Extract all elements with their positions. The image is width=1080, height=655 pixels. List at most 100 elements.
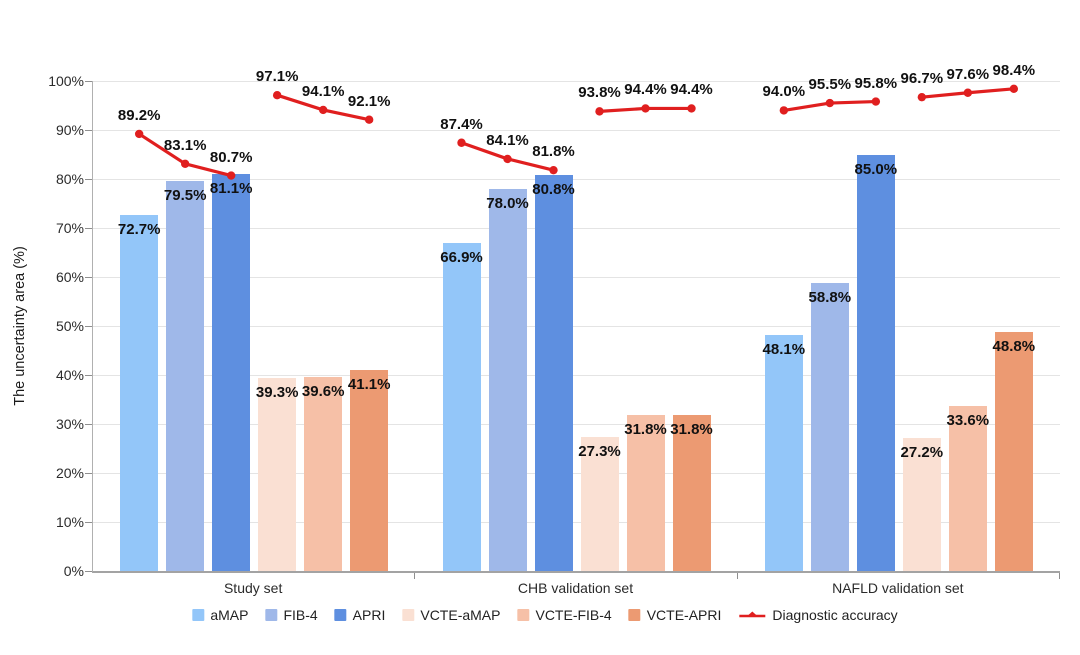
gridline [93, 326, 1060, 327]
diagnostic-accuracy-marker [364, 115, 374, 124]
x-category-label: CHB validation set [517, 580, 634, 596]
legend-item-apri: APRI [334, 607, 386, 623]
y-tick-label: 10% [55, 514, 84, 530]
legend-swatch [402, 609, 415, 621]
bar-value-label: 33.6% [946, 412, 990, 430]
legend-label: APRI [352, 607, 386, 623]
bar-value-label: 39.3% [255, 384, 299, 402]
bar-value-label: 31.8% [670, 421, 713, 439]
bar-value-label: 85.0% [854, 160, 898, 178]
line-marker-icon [739, 611, 766, 618]
line-value-label: 98.4% [992, 61, 1036, 79]
y-tick-mark [85, 81, 92, 82]
line-value-label: 97.1% [255, 68, 299, 86]
bar-apri [856, 154, 895, 571]
y-tick-mark [85, 326, 92, 327]
bar-vcte-apri [350, 369, 389, 571]
y-tick-label: 60% [55, 269, 84, 285]
diagnostic-accuracy-marker [457, 138, 466, 147]
gridline [93, 375, 1060, 376]
line-value-label: 94.1% [301, 82, 345, 100]
diagnostic-accuracy-marker [226, 171, 236, 180]
bar-value-label: 27.2% [900, 443, 944, 461]
diagnostic-accuracy-marker [871, 97, 881, 106]
y-tick-mark [85, 473, 92, 474]
bar-value-label: 79.5% [163, 187, 207, 205]
line-value-label: 94.4% [624, 81, 667, 99]
y-tick-label: 100% [48, 73, 84, 89]
line-value-label: 95.8% [854, 74, 898, 92]
bar-fib-4 [166, 181, 205, 571]
y-tick-mark [85, 424, 92, 425]
y-tick-label: 50% [55, 318, 84, 334]
line-value-label: 92.1% [347, 92, 391, 110]
plot-area: 72.7% 79.5% 81.1% 39.3% 39.6% 41.1% 66.9% 78.0%… [92, 62, 1060, 573]
gridline [93, 424, 1060, 425]
line-value-label: 97.6% [946, 65, 990, 83]
x-tick-mark [736, 573, 738, 579]
bar-apri [534, 175, 573, 571]
legend-item-amap: aMAP [192, 607, 248, 623]
gridline [93, 522, 1060, 523]
bar-amap [442, 243, 481, 571]
gridline [93, 179, 1060, 180]
line-value-label: 95.5% [808, 76, 852, 94]
bar-fib-4 [488, 188, 527, 571]
diagnostic-accuracy-marker [1009, 84, 1019, 94]
diagnostic-accuracy-marker [963, 88, 973, 97]
legend-label: VCTE-APRI [646, 607, 722, 623]
bar-value-label: 66.9% [440, 249, 483, 267]
legend-swatch [628, 609, 641, 621]
legend-label: aMAP [210, 607, 249, 623]
line-value-label: 94.4% [670, 81, 713, 99]
accuracy-line-layer [134, 84, 1019, 180]
y-tick-mark [85, 375, 92, 376]
bar-vcte-amap [902, 437, 941, 571]
y-tick-mark [85, 571, 92, 572]
diagnostic-accuracy-marker [917, 92, 927, 102]
y-axis-title: The uncertainty area (%) [12, 246, 28, 406]
bar-value-label: 39.6% [301, 382, 345, 400]
y-tick-label: 20% [55, 465, 84, 481]
line-value-label: 93.8% [578, 84, 621, 102]
gridline [93, 473, 1060, 474]
diagnostic-accuracy-marker [272, 91, 282, 100]
bar-vcte-amap [580, 437, 619, 571]
diagnostic-accuracy-marker [641, 104, 650, 113]
diagnostic-accuracy-marker [825, 98, 835, 108]
bar-vcte-amap [258, 378, 297, 571]
legend-label: VCTE-aMAP [420, 607, 501, 623]
gridline [93, 130, 1060, 131]
bar-value-label: 81.1% [209, 179, 253, 197]
bar-value-label: 27.3% [578, 443, 621, 461]
gridline [93, 277, 1060, 278]
legend-item-vcte-apri: VCTE-APRI [628, 607, 722, 623]
x-category-label: NAFLD validation set [832, 580, 964, 596]
legend-label: VCTE-FIB-4 [535, 607, 612, 623]
line-value-label: 89.2% [117, 106, 161, 124]
bar-value-label: 31.8% [624, 421, 667, 439]
bar-value-label: 80.8% [532, 181, 575, 199]
diagnostic-accuracy-marker [595, 107, 604, 116]
legend-label: Diagnostic accuracy [772, 607, 898, 623]
y-tick-mark [85, 179, 92, 180]
legend-item-diagnostic-accuracy: Diagnostic accuracy [738, 607, 898, 623]
legend-swatch [334, 609, 347, 621]
y-tick-mark [85, 277, 92, 278]
bar-value-label: 48.8% [992, 337, 1036, 355]
legend-swatch [517, 609, 530, 621]
bar-vcte-apri [994, 331, 1033, 571]
y-tick-mark [85, 522, 92, 523]
y-tick-label: 0% [63, 563, 84, 579]
line-value-label: 84.1% [486, 131, 529, 149]
bar-value-label: 58.8% [808, 288, 852, 306]
legend-item-vcte-amap: VCTE-aMAP [402, 607, 500, 623]
bar-amap [764, 335, 803, 571]
diagnostic-accuracy-marker [180, 159, 190, 169]
bar-amap [120, 214, 159, 571]
y-tick-label: 80% [55, 171, 84, 187]
legend-swatch [265, 609, 278, 621]
x-tick-mark [1059, 573, 1060, 579]
diagnostic-accuracy-marker [318, 105, 328, 115]
